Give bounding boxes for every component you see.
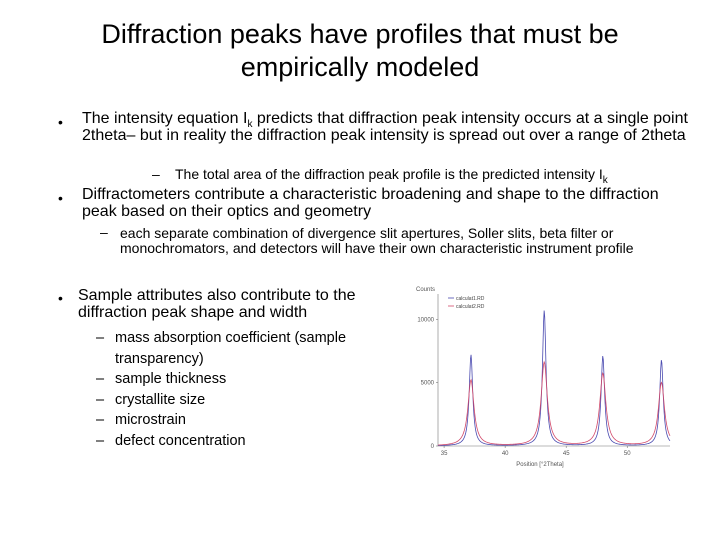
series-line-2 [437,360,671,446]
y-tick-label: 10000 [417,317,434,323]
diffraction-pattern-chart: Counts Position [°2Theta] 0 5000 10000 35 40… [400,280,700,470]
sub-bullet-total-area: The total area of the diffraction peak p… [175,166,608,186]
x-tick-label: 45 [563,451,570,457]
y-axis-label: Counts [416,287,435,293]
bullet-intensity-equation: The intensity equation Ik predicts that … [82,110,688,144]
sample-attributes-list: – mass absorption coefficient (sample tra… [96,328,385,451]
chart-background [400,280,700,470]
bullet-sample-attributes: Sample attributes also contribute to the… [78,287,356,321]
series-line-1 [437,310,671,446]
bullet-marker: • [58,190,63,206]
list-item: – defect concentration [96,432,246,449]
dash-marker: – [100,224,108,240]
bullet-marker: • [58,290,63,306]
bullet-marker: • [58,114,63,130]
bullet-diffractometers: Diffractometers contribute a characteris… [82,186,659,220]
legend-entry: calculat2.RD [456,304,485,310]
chart-axes: 0 5000 10000 35 40 45 50 [417,294,670,457]
list-item: – microstrain [96,412,186,428]
chart-legend: calculat1.RD calculat2.RD [448,296,485,310]
y-tick-label: 5000 [421,381,435,387]
y-tick-label: 0 [431,444,435,450]
sub-bullet-instrument-profile: each separate combination of divergence … [120,225,634,256]
x-tick-label: 35 [441,451,448,457]
list-item: – crystallite size [96,391,206,408]
chart-series [437,310,671,446]
x-tick-label: 50 [624,451,631,457]
slide-title: Diffraction peaks have profiles that mus… [101,19,619,82]
list-item: – mass absorption coefficient (sample tra… [96,330,347,367]
dash-marker: – [152,166,160,182]
legend-entry: calculat1.RD [456,296,485,302]
x-axis-label: Position [°2Theta] [516,462,564,468]
x-tick-label: 40 [502,451,509,457]
list-item: – sample thickness [96,371,227,387]
